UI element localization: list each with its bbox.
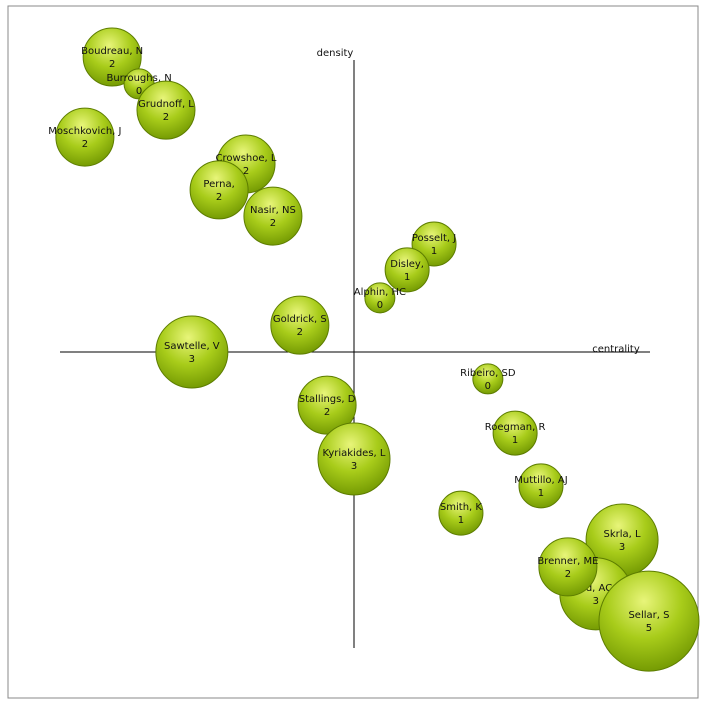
- bubble-name: Goldrick, S: [273, 314, 327, 325]
- bubble-value: 2: [270, 218, 276, 229]
- bubble-value: 2: [297, 327, 303, 338]
- bubble-name: Crowshoe, L: [216, 153, 277, 164]
- bubble: [155, 315, 229, 389]
- bubble-name: Grudnoff, L: [138, 99, 194, 110]
- bubble-name: Disley,: [390, 259, 424, 270]
- bubble-name: Roegman, R: [485, 422, 546, 433]
- bubble-name: Alphin, HC: [354, 287, 406, 298]
- bubble-name: nd, AC: [579, 583, 612, 594]
- bubble-name: Brenner, ME: [537, 556, 598, 567]
- bubble-name: Ribeiro, SD: [460, 368, 516, 379]
- y-axis-label: density: [317, 48, 354, 59]
- bubble-value: 0: [485, 381, 491, 392]
- bubble-value: 3: [593, 596, 599, 607]
- bubble: [364, 282, 396, 314]
- bubble-value: 3: [351, 461, 357, 472]
- bubble-name: Sellar, S: [628, 610, 669, 621]
- bubble-name: Posselt, J: [412, 233, 456, 244]
- bubble-name: Moschkovich, J: [48, 126, 121, 137]
- bubble-name: Nasir, NS: [250, 205, 296, 216]
- bubble-value: 2: [216, 192, 222, 203]
- bubble-value: 5: [646, 623, 652, 634]
- bubble-value: 1: [458, 515, 464, 526]
- bubble: [492, 410, 538, 456]
- bubble-name: Boudreau, N: [81, 46, 143, 57]
- bubble-name: Smith, K: [440, 502, 482, 513]
- bubble-value: 1: [538, 488, 544, 499]
- bubble-value: 2: [243, 166, 249, 177]
- bubble: [136, 80, 196, 140]
- bubble-value: 2: [109, 59, 115, 70]
- bubble-name: Perna,: [203, 179, 234, 190]
- bubble-name: Skrla, L: [604, 529, 642, 540]
- bubble: [189, 160, 249, 220]
- bubble: [438, 490, 484, 536]
- bubble-name: Stallings, D: [299, 394, 356, 405]
- bubble: [55, 107, 115, 167]
- bubble-name: Sawtelle, V: [164, 341, 220, 352]
- bubble: [538, 537, 598, 597]
- bubble-value: 2: [565, 569, 571, 580]
- bubble-value: 3: [189, 354, 195, 365]
- bubble-name: Kyriakides, L: [323, 448, 386, 459]
- bubble-value: 0: [136, 86, 142, 97]
- bubble: [243, 186, 303, 246]
- bubble: [472, 363, 504, 395]
- bubble: [317, 422, 391, 496]
- bubble-name: Muttillo, AJ: [514, 475, 567, 486]
- bubble: [384, 247, 430, 293]
- bubble-value: 1: [431, 246, 437, 257]
- bubble-name: Burroughs, N: [106, 73, 171, 84]
- bubble: [270, 295, 330, 355]
- bubble-value: 2: [163, 112, 169, 123]
- bubble: [518, 463, 564, 509]
- bubble-value: 2: [82, 139, 88, 150]
- bubble: [598, 570, 700, 672]
- x-axis-label: centrality: [592, 344, 640, 355]
- bubble-value: 1: [404, 272, 410, 283]
- bubble-value: 2: [324, 407, 330, 418]
- bubble-value: 1: [512, 435, 518, 446]
- bubble-value: 3: [619, 542, 625, 553]
- bubble: [297, 375, 357, 435]
- bubble: [82, 27, 142, 87]
- bubble-value: 0: [377, 300, 383, 311]
